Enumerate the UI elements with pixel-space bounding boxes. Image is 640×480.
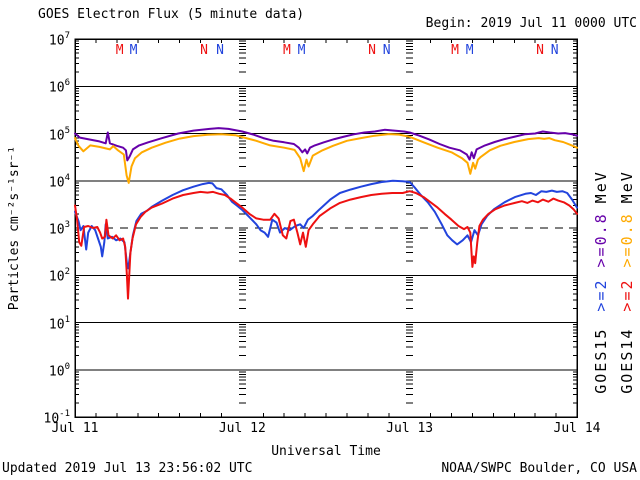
satellite-noon-marker: N — [200, 43, 208, 58]
x-tick-label: Jul 12 — [218, 421, 266, 436]
legend-goes14-mev-unit: MeV — [618, 170, 636, 204]
y-tick-label-1e3: 103 — [48, 220, 70, 238]
begin-time-label: Begin: 2019 Jul 11 0000 UTC — [425, 16, 637, 31]
y-tick-label-1e2: 102 — [48, 267, 70, 285]
series-goes15-2-mev — [74, 179, 578, 270]
satellite-midnight-marker: M — [115, 43, 124, 58]
satellite-midnight-marker: M — [297, 43, 306, 58]
legend-goes14-satellite: GOES14 — [618, 327, 636, 394]
source-attribution: NOAA/SWPC Boulder, CO USA — [441, 461, 637, 476]
legend-goes14-ge2-mev: >=2 — [618, 278, 636, 312]
legend-goes15: GOES15 >=2 >=0.8 MeV — [592, 170, 610, 394]
x-axis-title: Universal Time — [271, 444, 381, 459]
satellite-midnight-marker: M — [465, 43, 474, 58]
legend-goes15-mev-unit: MeV — [592, 170, 610, 204]
satellite-midnight-marker: M — [451, 43, 459, 58]
y-tick-label-1e5: 105 — [48, 125, 70, 143]
satellite-noon-marker: N — [550, 43, 559, 58]
series-goes15-0-8-mev — [74, 127, 578, 162]
legend-goes15-satellite: GOES15 — [592, 327, 610, 394]
legend-goes15-ge2-mev: >=2 — [592, 278, 610, 312]
y-tick-label-1e7: 107 — [48, 31, 70, 49]
x-tick-label: Jul 11 — [51, 421, 99, 436]
y-tick-label-1e0: 100 — [48, 361, 70, 380]
satellite-noon-marker: N — [536, 43, 544, 58]
satellite-noon-marker: N — [216, 43, 224, 58]
series-goes14-2-mev — [74, 190, 578, 300]
series-goes14-0-8-mev — [74, 133, 578, 184]
satellite-noon-marker: N — [368, 43, 376, 58]
y-tick-label-1e4: 104 — [48, 172, 70, 191]
satellite-midnight-marker: M — [129, 43, 138, 58]
x-tick-label: Jul 13 — [386, 421, 434, 436]
legend-goes14-ge08-mev: >=0.8 — [618, 212, 636, 268]
satellite-noon-marker: N — [382, 43, 391, 58]
legend-goes15-ge08-mev: >=0.8 — [592, 212, 610, 268]
y-axis-title: Particles cm⁻²s⁻¹sr⁻¹ — [7, 145, 22, 311]
y-tick-label-1e1: 101 — [48, 314, 70, 332]
x-tick-label: Jul 14 — [553, 421, 601, 436]
legend-goes14: GOES14 >=2 >=0.8 MeV — [618, 170, 636, 394]
y-tick-label-1e6: 106 — [48, 78, 70, 96]
updated-timestamp: Updated 2019 Jul 13 23:56:02 UTC — [2, 461, 253, 476]
chart-title: GOES Electron Flux (5 minute data) — [38, 7, 305, 22]
satellite-midnight-marker: M — [283, 43, 291, 58]
y-tick-label-1e-1: 10-1 — [43, 409, 71, 427]
